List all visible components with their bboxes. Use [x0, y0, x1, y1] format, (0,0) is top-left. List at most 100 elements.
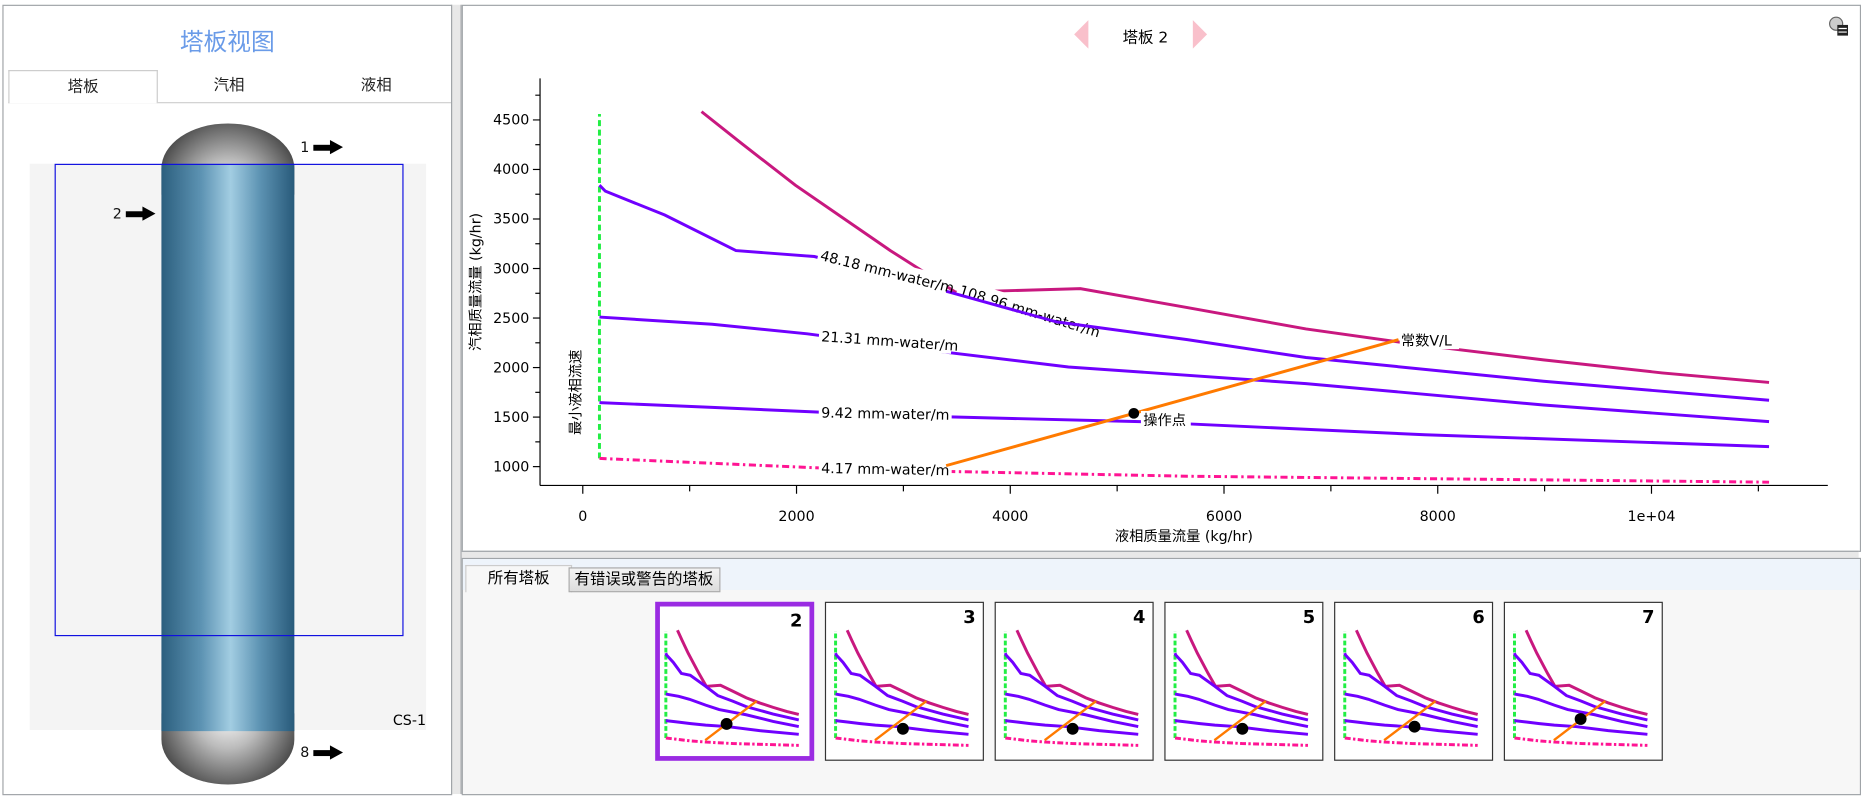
pressure-drop-curve [1005, 692, 1139, 729]
stream-label: 1 [300, 138, 310, 156]
pressure-drop-curve [1005, 719, 1139, 736]
tab-trays-with-warnings[interactable]: 有错误或警告的塔板 [568, 567, 721, 593]
pressure-drop-curve [1514, 736, 1648, 747]
constant-vl-line [1213, 700, 1267, 742]
pressure-drop-curve [835, 719, 969, 736]
tray-view-panel: 塔板视图 塔板 汽相 液相 1 2 8 CS-1 [2, 4, 453, 796]
arrow-right-icon [312, 745, 343, 760]
tray-number: 7 [1642, 606, 1655, 628]
tray-thumbnail[interactable]: 5 [1164, 601, 1324, 761]
label-background [1399, 330, 1460, 350]
pressure-drop-curve [1185, 629, 1309, 716]
left-tabs: 塔板 汽相 液相 [8, 70, 452, 104]
pressure-drop-curve [845, 629, 969, 716]
pressure-drop-curve [1514, 692, 1648, 729]
stream-feed[interactable]: 2 [112, 205, 156, 222]
pressure-drop-curve [1174, 736, 1309, 747]
pressure-drop-curve [665, 736, 799, 747]
tray-thumbnail[interactable]: 3 [824, 601, 984, 761]
tab-vapor[interactable]: 汽相 [213, 77, 245, 95]
x-tick-label: 2000 [778, 509, 814, 525]
pressure-drop-curve [665, 692, 800, 729]
stream-bottom-product[interactable]: 8 [300, 744, 343, 761]
tray-number: 4 [1132, 606, 1146, 628]
curve-label-group: 48.18 mm-water/m [816, 244, 956, 297]
x-axis-title: 液相质量流量 (kg/hr) [1115, 528, 1253, 545]
tab-tray[interactable]: 塔板 [8, 70, 158, 104]
pressure-drop-curve [834, 652, 969, 722]
tray-thumbnail[interactable]: 4 [994, 601, 1154, 761]
operating-point-marker [1408, 720, 1421, 733]
label-background [816, 244, 950, 295]
current-tray-label: 塔板 2 [1122, 29, 1169, 48]
selected-tray-region[interactable] [54, 163, 404, 637]
thumbnail-chart [1343, 629, 1479, 747]
pressure-drop-curve [700, 110, 1770, 384]
y-axis-title: 汽相质量流量 (kg/hr) [468, 213, 485, 351]
curve-label-group: 21.31 mm-water/m [818, 325, 959, 355]
next-tray-button[interactable] [1192, 20, 1208, 49]
label-background [818, 457, 952, 479]
pressure-drop-curve [1174, 719, 1309, 736]
pressure-drop-curve [1355, 629, 1479, 716]
pressure-drop-curve [1514, 719, 1648, 736]
previous-tray-button[interactable] [1074, 20, 1089, 49]
tray-number: 6 [1472, 606, 1485, 628]
tray-number: 5 [1302, 606, 1316, 628]
pressure-drop-curve [676, 629, 800, 716]
y-tick-label: 1000 [493, 459, 529, 475]
horizontal-splitter[interactable] [461, 550, 1859, 558]
pressure-drop-curve [599, 456, 1770, 484]
label-background [818, 402, 952, 424]
x-tick-label: 1e+04 [1628, 509, 1676, 525]
operating-point-label: 操作点 [1143, 412, 1186, 429]
operating-point-marker [1236, 722, 1249, 735]
y-tick-label: 2000 [493, 360, 529, 376]
arrow-right-icon [125, 206, 156, 221]
pressure-drop-curve [1524, 629, 1648, 716]
panel-title: 塔板视图 [179, 27, 275, 56]
operating-point-marker [1574, 713, 1587, 725]
pressure-drop-curve [1003, 652, 1139, 722]
y-tick-label: 3000 [493, 261, 529, 277]
tab-liquid[interactable]: 液相 [360, 77, 392, 95]
thumbnail-chart [1513, 629, 1648, 747]
curve-label: 48.18 mm-water/m [818, 248, 955, 297]
constant-vl-line [1043, 700, 1097, 742]
pressure-drop-curve [1513, 652, 1648, 722]
operating-point-marker [896, 722, 909, 735]
pressure-drop-curve [598, 184, 1770, 402]
column-shell[interactable] [161, 163, 295, 732]
plot-options-icon[interactable] [1828, 15, 1849, 36]
pressure-drop-curve [835, 692, 969, 729]
y-tick-label: 4500 [493, 113, 529, 129]
thumbnail-tabs: 所有塔板 有错误或警告的塔板 [462, 559, 1860, 593]
stream-top-product[interactable]: 1 [300, 138, 343, 156]
pressure-drop-curve [835, 736, 969, 747]
x-tick-label: 8000 [1420, 509, 1456, 525]
y-tick-label: 1500 [493, 410, 529, 426]
tray-thumbnail[interactable]: 2 [655, 601, 815, 761]
tray-thumbnail[interactable]: 6 [1334, 601, 1494, 761]
vertical-splitter[interactable] [451, 4, 462, 795]
tray-thumbnail[interactable]: 7 [1503, 601, 1663, 761]
curve-label-group: 4.17 mm-water/m [818, 457, 952, 479]
tray-number: 3 [963, 606, 976, 628]
pressure-drop-curve [1173, 652, 1309, 722]
constant-vl-label: 常数V/L [1401, 333, 1452, 350]
pressure-drop-curve [599, 315, 1770, 424]
stream-label: 2 [112, 205, 122, 222]
pressure-drop-curve [1174, 692, 1309, 729]
operating-point-marker [1066, 722, 1079, 735]
hydraulic-plot-panel: 塔板 2 1000 1500 2000 2500 3000 3500 4000 4500 0 20… [461, 4, 1861, 552]
arrow-right-icon [312, 140, 343, 155]
pressure-drop-curve [1343, 652, 1479, 722]
constant-vl-line [874, 700, 928, 742]
pressure-drop-curve [1344, 692, 1478, 729]
x-tick-label: 6000 [1206, 509, 1242, 525]
pressure-drop-curve [1005, 736, 1139, 747]
pressure-drop-curve [1015, 629, 1139, 716]
tab-all-trays[interactable]: 所有塔板 [465, 564, 573, 593]
x-tick-label: 4000 [992, 509, 1028, 525]
